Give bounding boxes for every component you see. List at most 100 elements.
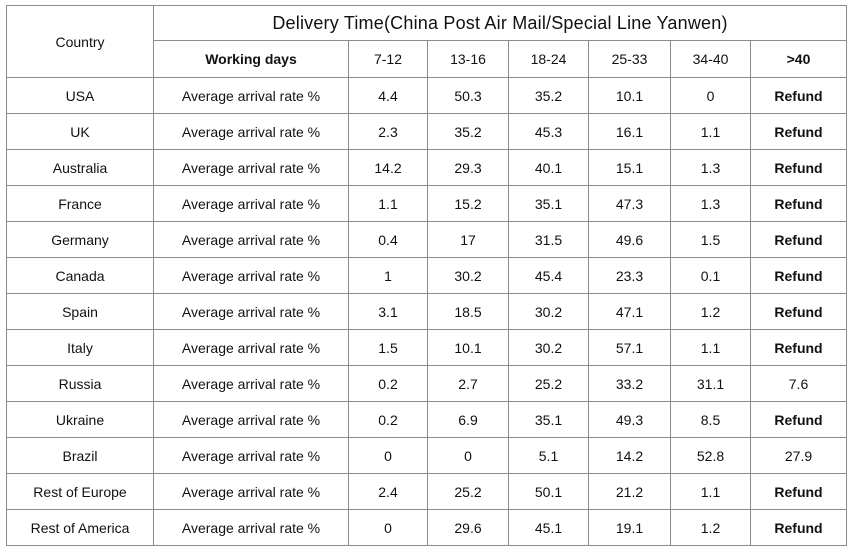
rate-cell: 2.7 <box>427 365 509 402</box>
rate-cell: 19.1 <box>588 509 671 546</box>
rate-cell: 47.1 <box>588 293 671 330</box>
rate-cell: 57.1 <box>588 329 671 366</box>
rate-cell: 3.1 <box>348 293 428 330</box>
rate-cell: 1.3 <box>670 149 751 186</box>
metric-label-cell: Average arrival rate % <box>153 221 349 258</box>
rate-cell: 1.5 <box>348 329 428 366</box>
working-days-header: Working days <box>153 40 349 78</box>
metric-label-cell: Average arrival rate % <box>153 401 349 438</box>
range-header: 25-33 <box>588 40 671 78</box>
rate-cell: 1.3 <box>670 185 751 222</box>
rate-cell: 1.5 <box>670 221 751 258</box>
rate-cell: 14.2 <box>588 437 671 474</box>
table-row: UK Average arrival rate % 2.3 35.2 45.3 16.1 1… <box>6 113 848 150</box>
country-cell: Australia <box>6 149 154 186</box>
rate-cell: 0 <box>670 77 751 114</box>
country-header: Country <box>6 5 154 78</box>
metric-label-cell: Average arrival rate % <box>153 509 349 546</box>
rate-cell: 0 <box>427 437 509 474</box>
rate-cell: Refund <box>749 401 848 438</box>
rate-cell: 10.1 <box>588 77 671 114</box>
rate-cell: 10.1 <box>427 329 509 366</box>
rate-cell: 35.1 <box>508 185 589 222</box>
rate-cell: 27.9 <box>749 437 848 474</box>
rate-cell: 18.5 <box>427 293 509 330</box>
range-header: 18-24 <box>508 40 589 78</box>
range-header: >40 <box>749 40 848 78</box>
rate-cell: 50.1 <box>508 473 589 510</box>
metric-label-cell: Average arrival rate % <box>153 437 349 474</box>
range-header: 7-12 <box>348 40 428 78</box>
rate-cell: 40.1 <box>508 149 589 186</box>
table-row: Russia Average arrival rate % 0.2 2.7 25.2 33… <box>6 365 848 402</box>
rate-cell: 47.3 <box>588 185 671 222</box>
metric-label-cell: Average arrival rate % <box>153 257 349 294</box>
rate-cell: 21.2 <box>588 473 671 510</box>
table-row: France Average arrival rate % 1.1 15.2 35.1 4… <box>6 185 848 222</box>
rate-cell: 4.4 <box>348 77 428 114</box>
rate-cell: Refund <box>749 149 848 186</box>
rate-cell: 30.2 <box>508 293 589 330</box>
rate-cell: 45.4 <box>508 257 589 294</box>
country-cell: Rest of Europe <box>6 473 154 510</box>
rate-cell: 1.1 <box>670 113 751 150</box>
rate-cell: 31.5 <box>508 221 589 258</box>
rate-cell: 8.5 <box>670 401 751 438</box>
subheader-row: Working days 7-12 13-16 18-24 25-33 34-4… <box>7 40 848 78</box>
metric-label-cell: Average arrival rate % <box>153 185 349 222</box>
rate-cell: 6.9 <box>427 401 509 438</box>
rate-cell: 15.1 <box>588 149 671 186</box>
rate-cell: Refund <box>749 293 848 330</box>
rate-cell: 5.1 <box>508 437 589 474</box>
rate-cell: 35.2 <box>508 77 589 114</box>
table-row: Canada Average arrival rate % 1 30.2 45.4 23.… <box>6 257 848 294</box>
rate-cell: 7.6 <box>749 365 848 402</box>
delivery-time-table: Country Delivery Time(China Post Air Mai… <box>6 5 848 546</box>
rate-cell: 2.3 <box>348 113 428 150</box>
rate-cell: Refund <box>749 473 848 510</box>
range-header: 34-40 <box>670 40 751 78</box>
rate-cell: Refund <box>749 329 848 366</box>
rate-cell: Refund <box>749 77 848 114</box>
rate-cell: Refund <box>749 185 848 222</box>
range-header: 13-16 <box>427 40 509 78</box>
country-cell: UK <box>6 113 154 150</box>
country-cell: Canada <box>6 257 154 294</box>
rate-cell: 25.2 <box>427 473 509 510</box>
rate-cell: 1.1 <box>670 329 751 366</box>
country-cell: Ukraine <box>6 401 154 438</box>
table-row: Spain Average arrival rate % 3.1 18.5 30.2 47… <box>6 293 848 330</box>
rate-cell: 25.2 <box>508 365 589 402</box>
rate-cell: 0.1 <box>670 257 751 294</box>
rate-cell: Refund <box>749 113 848 150</box>
table-row: Rest of Europe Average arrival rate % 2.4 2… <box>6 473 848 510</box>
rate-cell: 35.2 <box>427 113 509 150</box>
rate-cell: 1.2 <box>670 293 751 330</box>
metric-label-cell: Average arrival rate % <box>153 473 349 510</box>
rate-cell: 2.4 <box>348 473 428 510</box>
table-row: Italy Average arrival rate % 1.5 10.1 30.2 57… <box>6 329 848 366</box>
rate-cell: 1 <box>348 257 428 294</box>
metric-label-cell: Average arrival rate % <box>153 149 349 186</box>
table-row: Brazil Average arrival rate % 0 0 5.1 14.2 52.… <box>6 437 848 474</box>
rate-cell: 29.3 <box>427 149 509 186</box>
rate-cell: 30.2 <box>508 329 589 366</box>
rate-cell: 29.6 <box>427 509 509 546</box>
rate-cell: 50.3 <box>427 77 509 114</box>
rate-cell: 17 <box>427 221 509 258</box>
rate-cell: 0.2 <box>348 401 428 438</box>
country-cell: France <box>6 185 154 222</box>
rate-cell: 52.8 <box>670 437 751 474</box>
rate-cell: Refund <box>749 221 848 258</box>
rate-cell: 31.1 <box>670 365 751 402</box>
country-cell: Rest of America <box>6 509 154 546</box>
table-row: Rest of America Average arrival rate % 0 29… <box>6 509 848 546</box>
rate-cell: 0.2 <box>348 365 428 402</box>
rate-cell: 49.6 <box>588 221 671 258</box>
metric-label-cell: Average arrival rate % <box>153 365 349 402</box>
country-cell: USA <box>6 77 154 114</box>
country-cell: Italy <box>6 329 154 366</box>
metric-label-cell: Average arrival rate % <box>153 329 349 366</box>
country-cell: Brazil <box>6 437 154 474</box>
rate-cell: 15.2 <box>427 185 509 222</box>
